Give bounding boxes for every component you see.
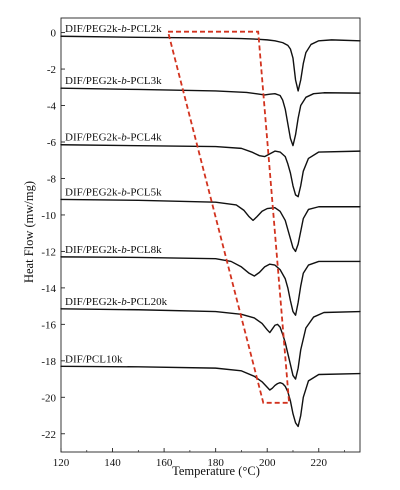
y-tick-label: -14 xyxy=(41,283,56,295)
series-label: DIF/PEG2k-b-PCL3k xyxy=(65,75,162,87)
y-tick-label: -4 xyxy=(47,101,57,113)
series-line xyxy=(60,144,361,198)
series-line xyxy=(60,35,361,92)
series-line xyxy=(60,256,361,316)
curve-group xyxy=(60,35,361,428)
series-label: DIF/PEG2k-b-PCL20k xyxy=(65,296,168,308)
y-tick-label: -10 xyxy=(41,210,56,222)
y-tick-label: 0 xyxy=(51,28,57,40)
y-tick-label: -8 xyxy=(47,173,57,185)
x-tick-label: 180 xyxy=(207,457,224,469)
x-axis-title: Temperature (°C) xyxy=(172,464,260,478)
x-axis: 120 140 160 180 200 220 xyxy=(53,448,345,469)
x-tick-label: 160 xyxy=(156,457,173,469)
series-label: DIF/PEG2k-b-PCL5k xyxy=(65,186,162,198)
y-tick-label: -18 xyxy=(41,356,56,368)
series-line xyxy=(60,308,361,380)
series-line xyxy=(60,365,361,428)
x-tick-label: 120 xyxy=(53,457,70,469)
x-tick-label: 140 xyxy=(104,457,121,469)
y-axis-title: Heat Flow (mw/mg) xyxy=(22,181,36,283)
plot-area xyxy=(60,17,361,453)
plot-frame xyxy=(60,17,361,453)
series-label: DIF/PEG2k-b-PCL8k xyxy=(65,244,162,256)
series-label-group: DIF/PEG2k-b-PCL2k DIF/PEG2k-b-PCL3k DIF/PE… xyxy=(65,23,168,365)
x-tick-label: 200 xyxy=(259,457,276,469)
x-tick-label: 220 xyxy=(311,457,328,469)
series-label: DIF/PEG2k-b-PCL4k xyxy=(65,132,162,144)
y-tick-label: -16 xyxy=(41,319,56,331)
series-line xyxy=(60,87,361,147)
y-tick-label: -2 xyxy=(47,64,56,76)
y-axis: 0 -2 -4 -6 -8 -10 -12 -14 -16 -18 -20 -22 xyxy=(41,28,65,441)
y-tick-label: -20 xyxy=(41,392,56,404)
series-label: DIF/PCL10k xyxy=(65,353,123,365)
highlight-box xyxy=(166,30,291,404)
y-tick-label: -22 xyxy=(41,429,56,441)
y-tick-label: -12 xyxy=(41,246,56,258)
series-label: DIF/PEG2k-b-PCL2k xyxy=(65,23,162,35)
highlight-box-group xyxy=(166,30,291,404)
y-tick-label: -6 xyxy=(47,137,57,149)
series-line xyxy=(60,198,361,253)
